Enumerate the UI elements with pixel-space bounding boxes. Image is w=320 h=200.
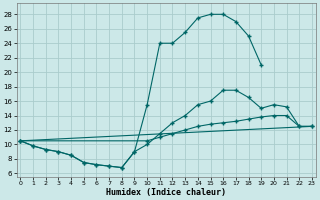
X-axis label: Humidex (Indice chaleur): Humidex (Indice chaleur)	[106, 188, 226, 197]
